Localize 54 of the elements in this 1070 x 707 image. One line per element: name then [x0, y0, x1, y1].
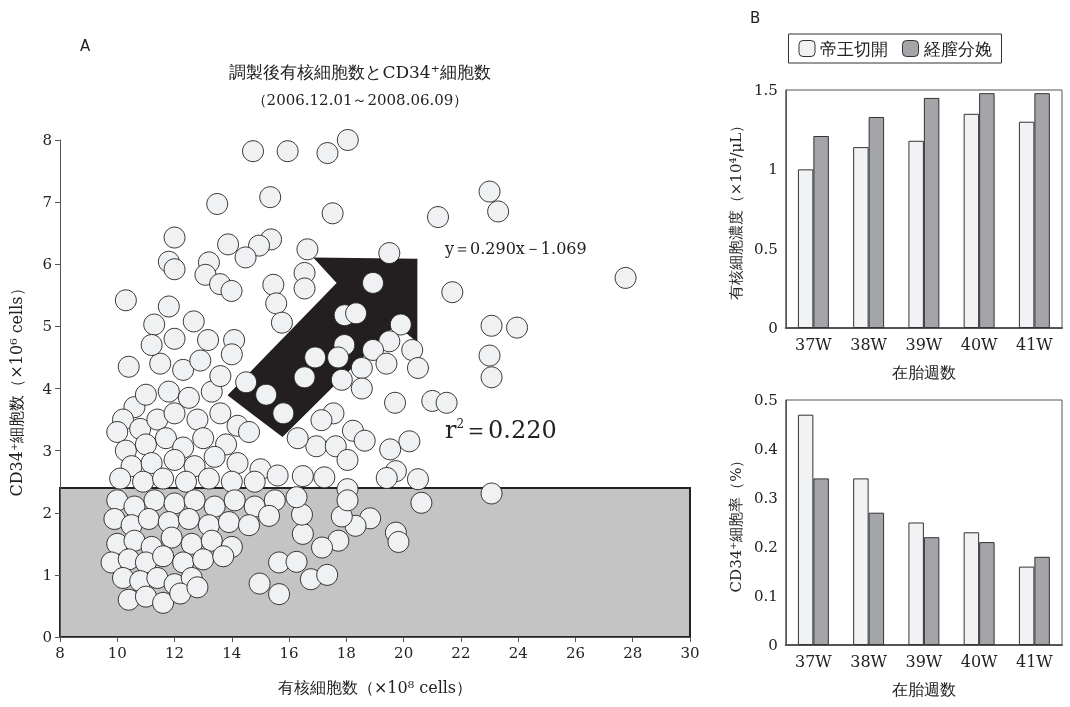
legend-label: 帝王切開: [820, 38, 888, 59]
y-tick-label: 0: [768, 636, 778, 654]
x-tick-label: 10: [107, 643, 127, 662]
x-tick-label: 38W: [850, 334, 888, 354]
y-tick-label: 0.4: [753, 440, 778, 458]
x-tick-label: 8: [55, 643, 65, 662]
y-tick-label: 1: [768, 160, 778, 179]
x-tick-label: 12: [165, 643, 185, 662]
y-tick-label: 0.2: [753, 538, 778, 556]
chart-title: 調製後有核細胞数とCD34⁺細胞数: [229, 61, 491, 82]
y-tick-label: 3: [42, 441, 52, 460]
y-tick-label: 0.5: [753, 239, 778, 258]
x-tick-label: 26: [565, 643, 585, 662]
y-tick-label: 1: [42, 565, 52, 584]
y-tick-label: 6: [42, 255, 52, 274]
x-tick-label: 14: [222, 643, 242, 662]
x-tick-label: 39W: [905, 651, 943, 671]
text: B: [750, 8, 761, 27]
y-tick-label: 5: [42, 317, 52, 336]
x-tick-label: 39W: [905, 334, 943, 354]
x-tick-label: 37W: [794, 334, 833, 354]
y-tick-label: 8: [42, 131, 52, 149]
x-tick-label: 40W: [960, 334, 999, 354]
chart-subtitle: （2006.12.01～2008.06.09）: [251, 90, 469, 109]
x-axis-title: 在胎週数: [891, 679, 956, 699]
y-tick-label: 4: [42, 379, 52, 398]
y-tick-label: 2: [42, 503, 52, 522]
y-tick-label: 0: [768, 319, 778, 337]
y-tick-label: 7: [42, 193, 52, 212]
x-tick-label: 22: [451, 643, 471, 662]
y-tick-label: 0.5: [753, 391, 778, 409]
text: A: [80, 36, 91, 55]
y-axis-title: CD34⁺細胞数（×10⁶ cells）: [6, 280, 26, 497]
x-tick-label: 41W: [1015, 334, 1054, 354]
y-tick-label: 0.3: [753, 489, 778, 507]
x-tick-label: 18: [336, 643, 356, 662]
x-axis-title: 在胎週数: [891, 362, 956, 382]
legend-label: 経膣分娩: [922, 38, 992, 59]
x-tick-label: 38W: [850, 651, 888, 671]
y-tick-label: 0.1: [753, 587, 778, 605]
x-axis-title: 有核細胞数（×10⁸ cells）: [277, 677, 473, 697]
y-axis-title: 有核細胞濃度（×10⁴/μL）: [726, 117, 745, 301]
annotation: y＝0.290x－1.069: [444, 238, 587, 258]
x-tick-label: 30: [680, 643, 700, 662]
y-tick-label: 0: [42, 628, 52, 646]
x-tick-label: 24: [508, 643, 528, 662]
x-tick-label: 41W: [1015, 651, 1054, 671]
x-tick-label: 16: [279, 643, 299, 662]
x-tick-label: 28: [623, 643, 643, 662]
y-axis-title: CD34⁺細胞率（%）: [726, 452, 745, 593]
x-tick-label: 40W: [960, 651, 999, 671]
y-tick-label: 1.5: [753, 81, 778, 99]
x-tick-label: 37W: [794, 651, 833, 671]
x-tick-label: 20: [394, 643, 414, 662]
